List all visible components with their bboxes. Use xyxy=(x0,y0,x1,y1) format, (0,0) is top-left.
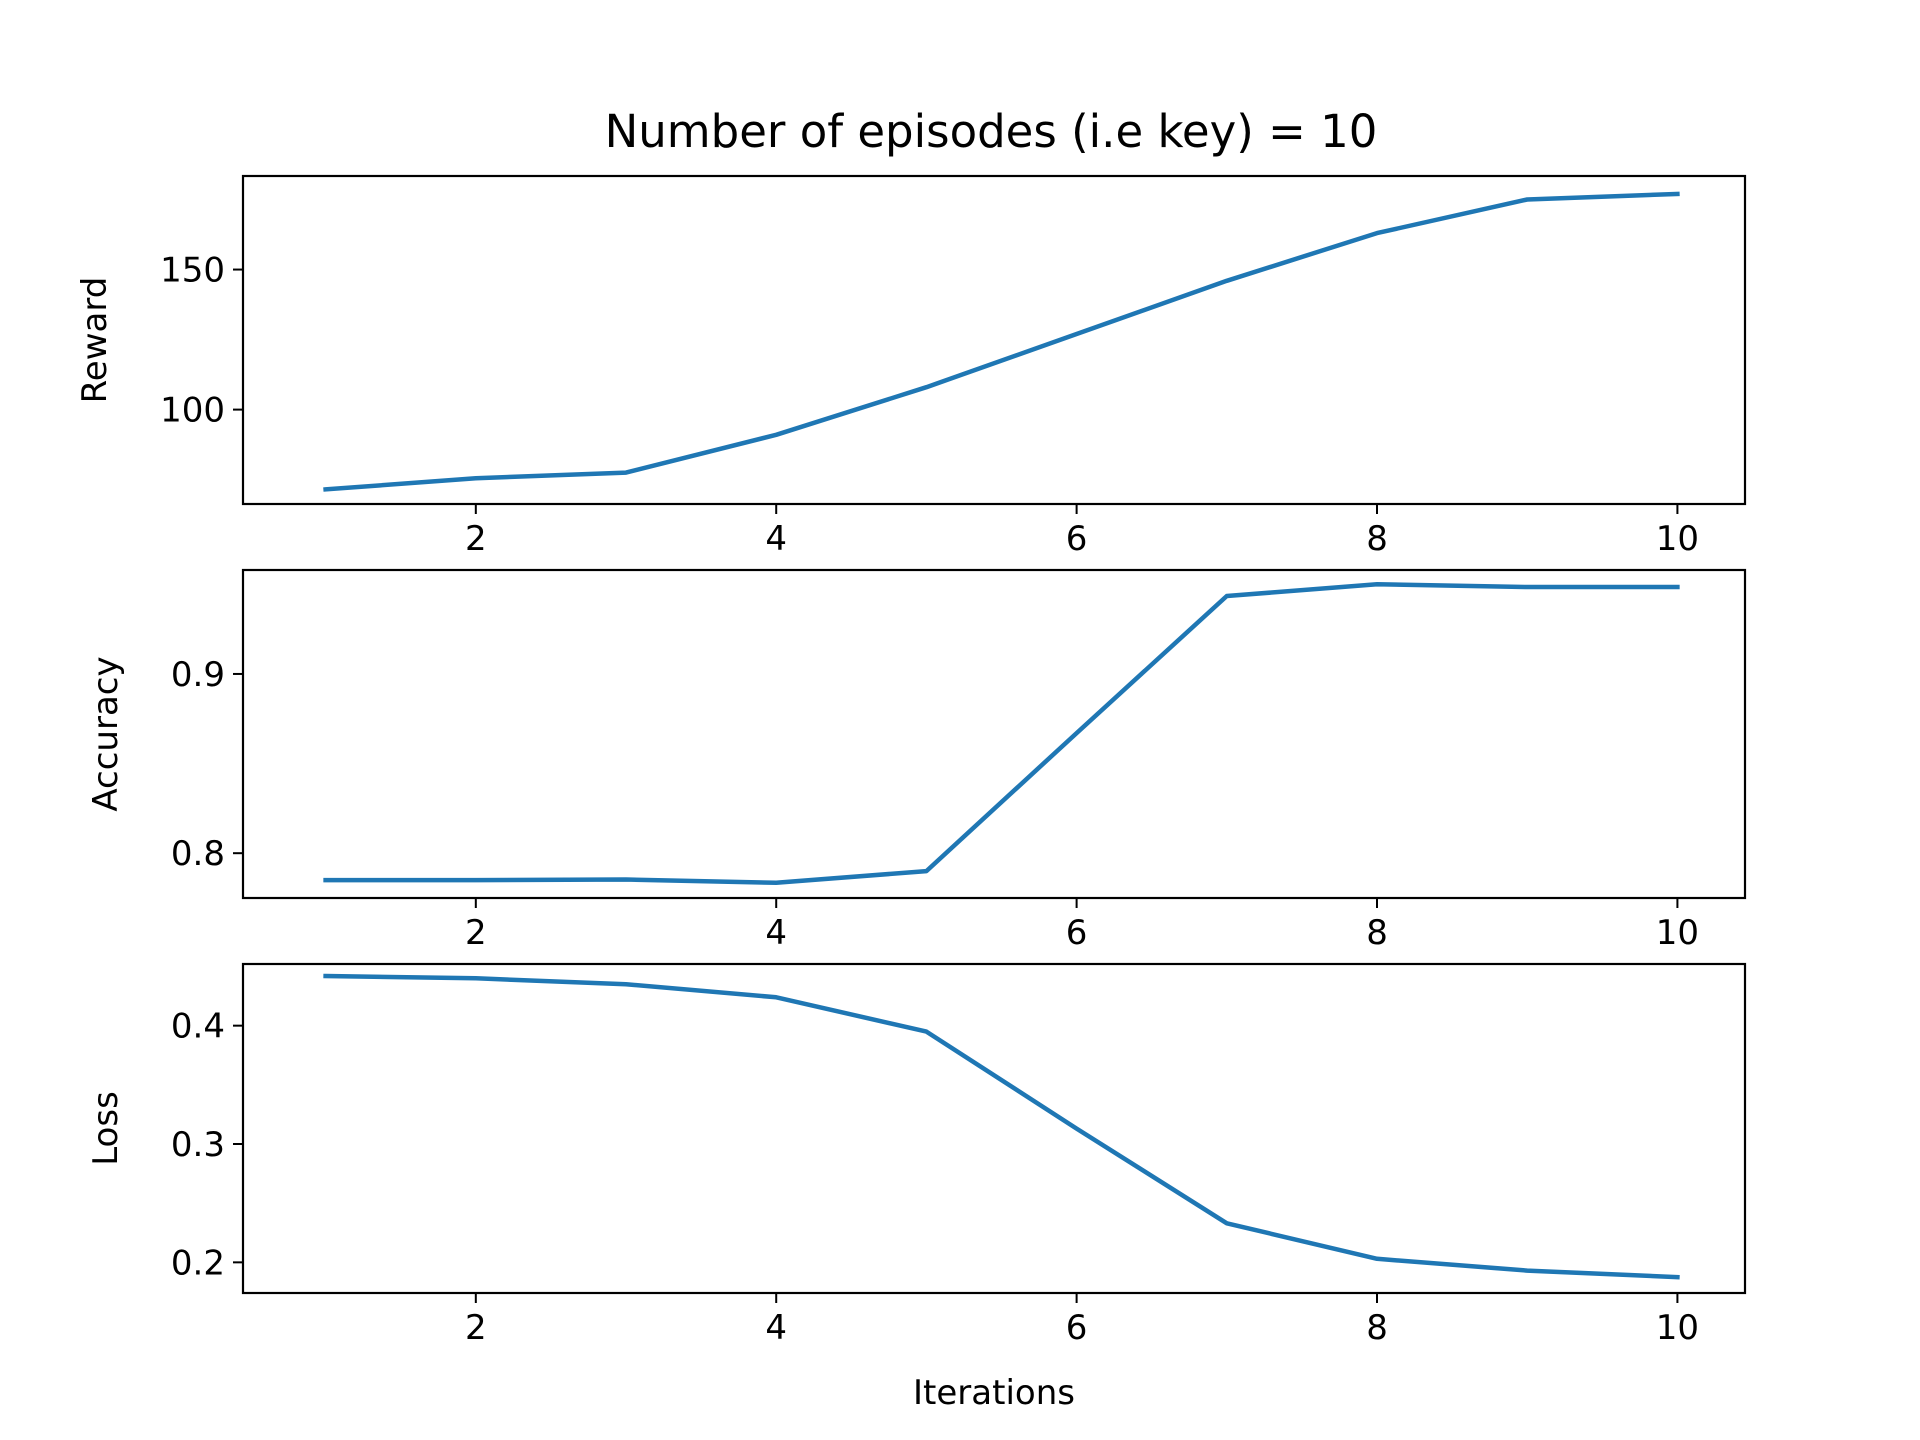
accuracy-subplot: 2 4 6 8 10 0.8 0.9 Accuracy xyxy=(86,568,1747,953)
accuracy-x-tick-label: 2 xyxy=(465,913,487,953)
reward-axes-frame xyxy=(241,174,1747,506)
reward-line xyxy=(323,191,1680,492)
reward-x-tick-label: 2 xyxy=(465,519,487,559)
accuracy-x-tick-label: 8 xyxy=(1366,913,1388,953)
loss-x-tick-label: 10 xyxy=(1656,1308,1699,1348)
accuracy-y-axis-label: Accuracy xyxy=(86,656,126,811)
accuracy-y-tick-label: 0.8 xyxy=(171,834,225,874)
accuracy-axes-frame xyxy=(241,568,1747,900)
loss-subplot: 2 4 6 8 10 0.2 0.3 0.4 Loss Iterations xyxy=(86,962,1747,1413)
reward-x-tick-label: 10 xyxy=(1656,519,1699,559)
reward-x-tick-label: 8 xyxy=(1366,519,1388,559)
loss-x-tick-label: 6 xyxy=(1066,1308,1088,1348)
accuracy-x-tick-label: 4 xyxy=(765,913,787,953)
reward-y-tick-label: 100 xyxy=(160,391,225,431)
accuracy-x-tick-label: 6 xyxy=(1066,913,1088,953)
reward-x-tick-label: 4 xyxy=(765,519,787,559)
chart-title: Number of episodes (i.e key) = 10 xyxy=(605,105,1378,158)
loss-y-tick-label: 0.3 xyxy=(171,1125,225,1165)
loss-line xyxy=(323,973,1680,1280)
subplots: 2 4 6 8 10 100 150 Reward 2 4 6 8 10 0.8 0.9 Accuracy 2 4… xyxy=(75,174,1747,1413)
loss-y-tick-label: 0.2 xyxy=(171,1243,225,1283)
accuracy-y-tick-label: 0.9 xyxy=(171,655,225,695)
accuracy-line xyxy=(323,582,1680,886)
reward-subplot: 2 4 6 8 10 100 150 Reward xyxy=(75,174,1747,559)
loss-x-axis-label: Iterations xyxy=(913,1373,1075,1413)
loss-y-axis-label: Loss xyxy=(86,1091,126,1166)
loss-y-tick-label: 0.4 xyxy=(171,1007,225,1047)
loss-x-tick-label: 4 xyxy=(765,1308,787,1348)
accuracy-x-tick-label: 10 xyxy=(1656,913,1699,953)
loss-axes-frame xyxy=(241,962,1747,1295)
loss-x-tick-label: 8 xyxy=(1366,1308,1388,1348)
loss-x-tick-label: 2 xyxy=(465,1308,487,1348)
reward-x-tick-label: 6 xyxy=(1066,519,1088,559)
reward-y-tick-label: 150 xyxy=(160,251,225,291)
reward-y-axis-label: Reward xyxy=(75,277,115,404)
